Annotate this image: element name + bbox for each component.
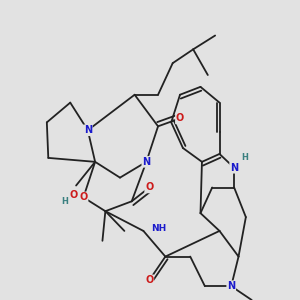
Text: N: N xyxy=(230,163,238,173)
Text: H: H xyxy=(61,197,68,206)
Text: N: N xyxy=(142,157,150,167)
Text: O: O xyxy=(145,182,153,193)
Text: N: N xyxy=(227,281,235,291)
Text: H: H xyxy=(241,153,248,162)
Text: N: N xyxy=(84,125,92,135)
Text: O: O xyxy=(79,192,88,203)
Text: O: O xyxy=(176,113,184,123)
Text: NH: NH xyxy=(151,224,166,233)
Text: O: O xyxy=(145,275,153,285)
Text: O: O xyxy=(69,190,77,200)
